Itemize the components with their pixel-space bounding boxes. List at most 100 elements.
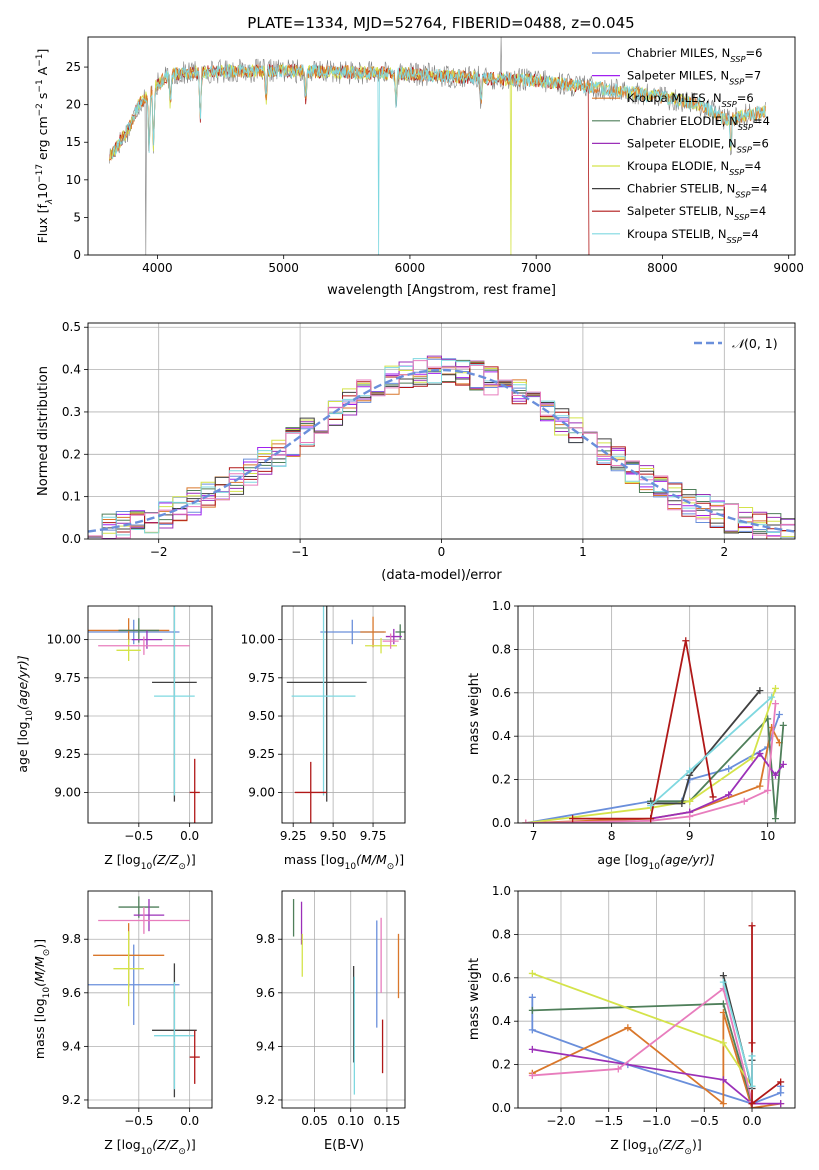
weight-marker <box>725 765 733 773</box>
y-tick-label: 0.0 <box>62 532 81 546</box>
axes-frame <box>517 605 796 824</box>
x-tick-label: 0.0 <box>180 829 199 843</box>
label-part: =4 <box>749 204 766 218</box>
x-tick-label: 9.50 <box>320 829 347 843</box>
axes-frame <box>87 605 213 824</box>
weight-marker <box>719 1076 727 1084</box>
x-tick-label: 0.15 <box>374 1114 401 1128</box>
weight-marker <box>647 815 655 823</box>
label-part: Z [log <box>610 1137 646 1152</box>
error-point <box>395 624 405 640</box>
x-tick-label: −0.5 <box>124 829 153 843</box>
label-part: mass [log <box>32 998 47 1059</box>
error-point <box>133 899 165 932</box>
weight-marker <box>768 693 776 701</box>
weight-series-line <box>722 981 753 1087</box>
label-part: (Z/Z <box>658 1137 685 1152</box>
normal-curve <box>87 368 796 533</box>
error-point <box>189 758 200 823</box>
x-tick-label: 0.10 <box>337 1114 364 1128</box>
label-part: =6 <box>737 91 754 105</box>
y-tick-label: 20 <box>66 98 81 112</box>
x-tick-label: 0.0 <box>180 1114 199 1128</box>
label-part: SSP <box>738 122 753 132</box>
label-part: )] <box>186 852 196 867</box>
mass-vs-extinction-panel: 0.05 0.10 0.15 9.2 9.4 9.6 9.8 E(B-V) <box>256 890 406 1153</box>
x-tick-label: 10 <box>760 829 775 843</box>
weight-marker <box>777 1100 785 1108</box>
y-axis-label: Normed distribution <box>36 366 51 496</box>
label-part: Chabrier STELIB, N <box>627 182 735 196</box>
label-part: 10 <box>345 862 357 872</box>
weight-marker <box>647 802 655 810</box>
label-part: (Z/Z <box>152 1137 179 1152</box>
y-tick-label: 1.0 <box>492 599 511 613</box>
x-axis-label: age [log10(age/yr)] <box>597 852 714 872</box>
label-part: 10 <box>647 1147 659 1157</box>
label-part: =6 <box>745 46 762 60</box>
weight-series-line <box>532 1048 781 1105</box>
weight-marker <box>764 786 772 794</box>
x-tick-label: 5000 <box>268 261 299 275</box>
label-part: ⊙ <box>178 1147 186 1157</box>
label-part: −17 <box>35 164 45 183</box>
x-tick-label: 6000 <box>395 261 426 275</box>
label-part: 10 <box>42 987 52 999</box>
label-part: Chabrier ELODIE, N <box>627 114 738 128</box>
error-point <box>98 907 190 934</box>
histogram-series <box>88 358 795 539</box>
x-axis-label: Z [log10(Z/Z⊙)] <box>104 852 195 872</box>
y-tick-label: 0.2 <box>492 773 511 787</box>
weight-marker <box>771 684 779 692</box>
y-tick-label: 0.2 <box>62 447 81 461</box>
label-part: ⊙ <box>684 1147 692 1157</box>
axes-frame <box>87 36 796 256</box>
x-tick-label: 8000 <box>647 261 678 275</box>
weight-marker <box>528 969 536 977</box>
weight-marker <box>777 1078 785 1086</box>
error-point <box>291 606 356 796</box>
label-part: Salpeter MILES, N <box>627 69 729 83</box>
y-tick-label: 0.8 <box>492 927 511 941</box>
figure-title: PLATE=1334, MJD=52764, FIBERID=0488, z=0… <box>247 14 634 32</box>
label-part: erg cm <box>35 116 50 164</box>
y-tick-label: 10.00 <box>241 633 275 647</box>
weight-marker <box>771 771 779 779</box>
label-part: mass [log <box>284 852 345 867</box>
error-point <box>154 606 195 796</box>
weight-marker <box>748 1082 756 1090</box>
x-tick-label: −1.0 <box>642 1114 671 1128</box>
y-tick-label: 0.5 <box>62 320 81 334</box>
error-point <box>365 638 398 654</box>
label-part: )] <box>186 1137 196 1152</box>
y-tick-label: 9.50 <box>54 709 81 723</box>
label-part: ⊙ <box>387 862 395 872</box>
histogram-series <box>88 360 795 539</box>
label-part: Salpeter STELIB, N <box>627 204 734 218</box>
weight-marker <box>719 978 727 986</box>
label-part: SSP <box>729 77 744 87</box>
label-part: )] <box>692 1137 702 1152</box>
weight-marker <box>528 993 536 1001</box>
weight-marker <box>686 812 694 820</box>
label-part: ⊙ <box>178 862 186 872</box>
x-axis-label: (data-model)/error <box>381 568 502 583</box>
x-tick-label: −1 <box>291 545 309 559</box>
label-part: Kroupa MILES, N <box>627 91 722 105</box>
label-part: (age/yr)] <box>15 655 30 710</box>
weight-series-line <box>751 925 782 1106</box>
y-tick-label: 9.6 <box>62 986 81 1000</box>
error-point <box>360 616 386 648</box>
weight-marker <box>719 1039 727 1047</box>
x-axis-label: E(B-V) <box>324 1138 364 1153</box>
label-part: −2 <box>35 103 45 116</box>
weight-series-line <box>650 752 785 820</box>
label-part: =4 <box>742 227 759 241</box>
y-tick-label: 9.00 <box>54 785 81 799</box>
x-tick-label: 4000 <box>142 261 173 275</box>
weight-marker <box>686 767 694 775</box>
y-tick-label: 9.75 <box>54 671 81 685</box>
